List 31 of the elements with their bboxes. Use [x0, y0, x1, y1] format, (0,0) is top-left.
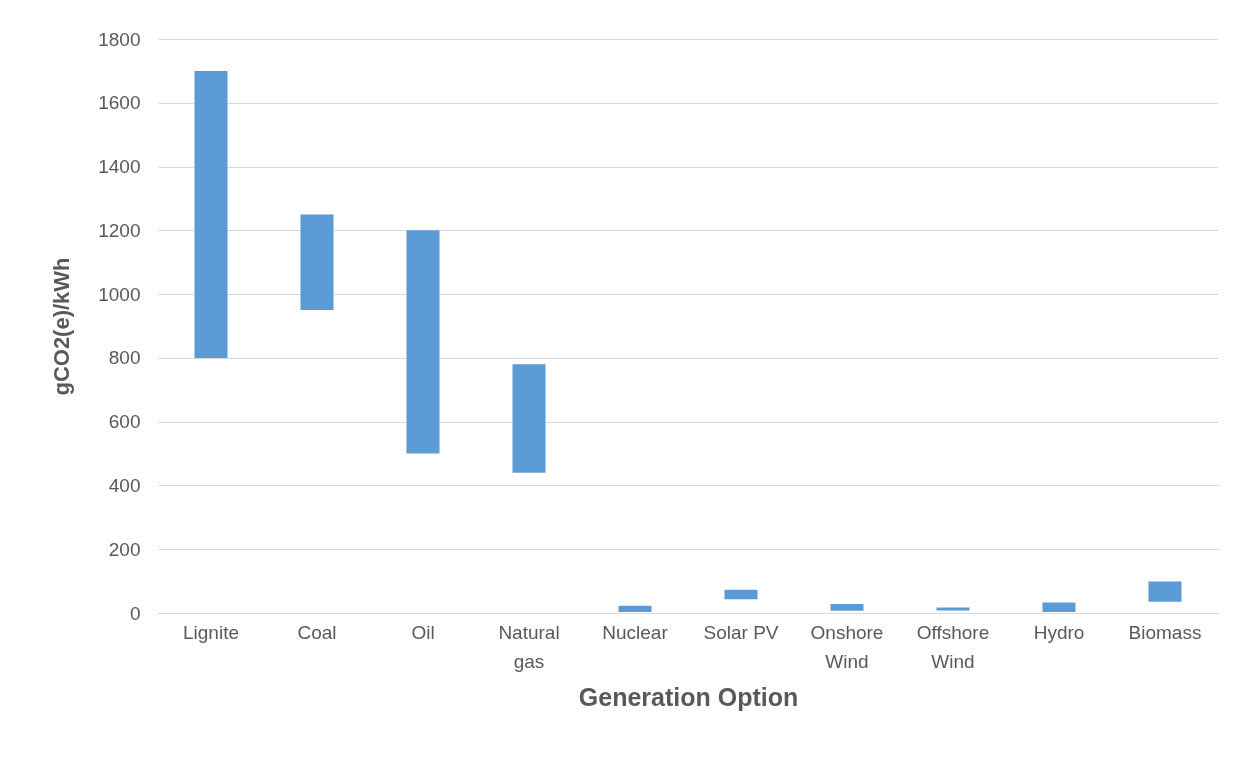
x-tick-label: Oil: [411, 621, 435, 643]
x-tick-label: Hydro: [1033, 621, 1085, 643]
bar: [406, 230, 440, 454]
y-tick-label: 0: [129, 602, 141, 624]
bar: [194, 70, 228, 358]
y-tick-label: 1400: [98, 156, 141, 178]
x-tick-label: Biomass: [1128, 621, 1202, 643]
x-tick-label: Natural gas: [498, 621, 560, 672]
bar: [512, 364, 546, 473]
y-tick-label: 600: [108, 411, 141, 433]
y-tick-label: 1800: [98, 28, 141, 50]
bar: [724, 589, 758, 600]
bar: [618, 605, 652, 613]
x-tick-label: Nuclear: [602, 621, 669, 643]
x-tick-label: Coal: [297, 621, 337, 643]
y-tick-label: 1200: [98, 219, 141, 241]
bar: [1148, 581, 1182, 602]
y-tick-label: 1000: [98, 283, 141, 305]
bar: [830, 604, 864, 611]
x-tick-label: Onshore Wind: [810, 621, 884, 672]
bar: [1042, 602, 1076, 613]
x-tick-label: Offshore Wind: [916, 621, 990, 672]
y-tick-label: 800: [108, 347, 141, 369]
y-axis-title: gCO2(e)/kWh: [49, 257, 75, 396]
bar: [300, 214, 334, 311]
y-tick-label: 1600: [98, 92, 141, 114]
x-tick-label: Solar PV: [703, 621, 779, 643]
x-axis-title: Generation Option: [578, 682, 799, 711]
x-tick-label: Lignite: [183, 621, 239, 643]
y-tick-label: 200: [108, 538, 141, 560]
y-tick-label: 400: [108, 474, 141, 496]
